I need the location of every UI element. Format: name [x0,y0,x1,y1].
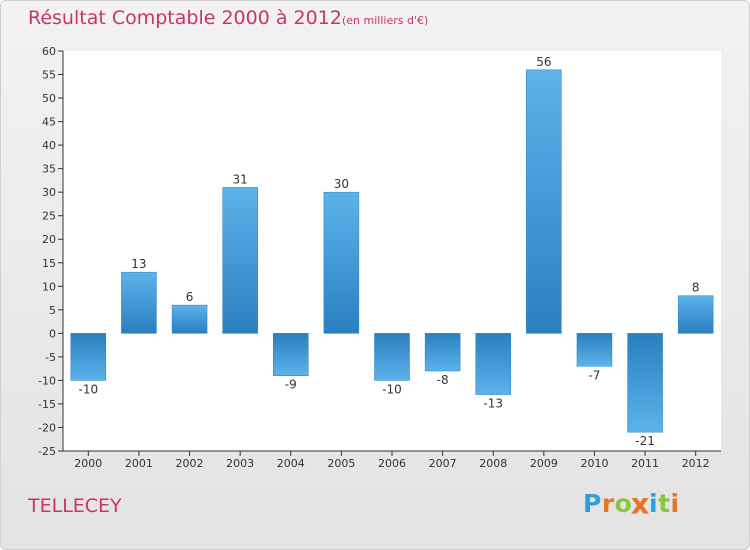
x-tick-label: 2005 [327,457,355,470]
y-tick-label: 25 [42,210,56,223]
bar-2011 [627,333,663,433]
data-label-2006: -10 [382,382,402,396]
bar-2012 [677,295,714,334]
y-tick-label: 20 [42,233,56,246]
y-tick-label: 10 [42,280,56,293]
x-tick-label: 2003 [226,457,254,470]
y-tick-label: -20 [38,421,56,434]
y-tick-label: 40 [42,139,56,152]
data-label-2003: 31 [233,172,248,186]
logo-letter: P [583,489,602,518]
y-tick-label: 45 [42,116,56,129]
y-tick-label: 60 [42,45,56,58]
x-tick-label: 2004 [277,457,305,470]
bar-2004 [273,333,309,376]
y-tick-label: -10 [38,374,56,387]
data-label-2000: -10 [79,382,99,396]
data-label-2011: -21 [635,434,655,448]
x-tick-label: 2009 [530,457,558,470]
x-axis: 2000 2001 2002 2003 2004 2005 2006 2007 2008 2009… [63,450,721,470]
bars-group [70,69,714,433]
commune-name: TELLECEY [28,495,122,517]
x-tick-label: 2001 [125,457,153,470]
plot-area [63,51,721,451]
chart-subtitle: (en milliers d'€) [342,14,429,27]
bar-2002 [171,304,208,334]
data-label-2004: -9 [285,378,297,392]
y-tick-label: -15 [38,398,56,411]
x-tick-label: 2007 [429,457,457,470]
x-tick-label: 2010 [580,457,608,470]
data-label-2002: 6 [186,290,194,304]
data-label-2005: 30 [334,177,349,191]
data-label-2007: -8 [437,373,449,387]
logo-letter: o [614,489,633,518]
y-tick-label: -25 [38,445,56,458]
data-labels-group: -10 13 6 31 -9 30 -10 -8 -13 56 -7 -21 8 [79,55,700,448]
x-tick-label: 2006 [378,457,406,470]
y-axis: -25 -20 -15 -10 -5 0 5 10 15 20 25 30 35 40 45 50 55 60 [38,45,64,458]
bar-2009 [526,69,562,334]
y-tick-label: 35 [42,163,56,176]
chart-title: Résultat Comptable 2000 à 2012 [28,7,342,29]
x-tick-label: 2011 [631,457,659,470]
y-tick-label: 50 [42,92,56,105]
data-label-2001: 13 [131,257,146,271]
y-tick-label: -5 [45,351,56,364]
logo-letter: x [631,486,651,521]
y-tick-label: 0 [49,327,56,340]
data-label-2010: -7 [588,368,600,382]
x-tick-label: 2008 [479,457,507,470]
x-tick-label: 2002 [176,457,204,470]
data-label-2012: 8 [692,281,700,295]
logo-letter: i [670,489,680,518]
logo-letter: t [658,489,671,518]
bar-2010 [576,333,613,367]
data-label-2009: 56 [536,55,551,69]
y-tick-label: 30 [42,186,56,199]
bar-2003 [222,187,258,334]
bar-2005 [323,191,360,334]
logo-letter: r [601,489,615,518]
y-tick-label: 5 [49,304,56,317]
bar-2007 [424,333,461,372]
bar-2006 [374,333,410,381]
proxiti-logo: Proxiti [583,486,680,521]
data-label-2008: -13 [483,397,503,411]
bar-2000 [70,333,107,381]
bar-2008 [475,333,511,395]
x-tick-label: 2012 [682,457,710,470]
y-tick-label: 15 [42,257,56,270]
y-tick-label: 55 [42,69,56,82]
logo-letter: i [649,489,659,518]
x-tick-label: 2000 [74,457,102,470]
bar-2001 [121,271,157,334]
